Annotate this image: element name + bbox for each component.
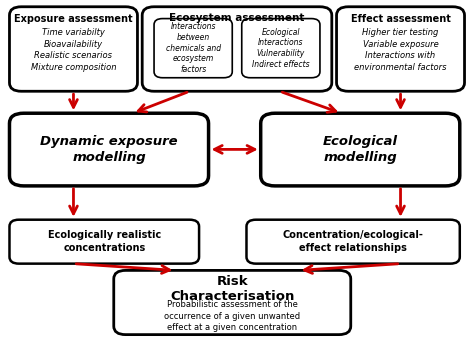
FancyBboxPatch shape bbox=[154, 19, 232, 78]
Text: Concentration/ecological-
effect relationships: Concentration/ecological- effect relatio… bbox=[283, 231, 424, 253]
FancyBboxPatch shape bbox=[261, 113, 460, 186]
Text: Risk
Characterisation: Risk Characterisation bbox=[170, 275, 294, 304]
FancyBboxPatch shape bbox=[242, 19, 320, 78]
FancyBboxPatch shape bbox=[9, 7, 137, 91]
Text: Probabilistic assessment of the
occurrence of a given unwanted
effect at a given: Probabilistic assessment of the occurren… bbox=[164, 300, 301, 332]
Text: Ecologically realistic
concentrations: Ecologically realistic concentrations bbox=[48, 231, 161, 253]
FancyBboxPatch shape bbox=[337, 7, 465, 91]
Text: Dynamic exposure
modelling: Dynamic exposure modelling bbox=[40, 135, 178, 164]
Text: Effect assessment: Effect assessment bbox=[351, 14, 450, 24]
FancyBboxPatch shape bbox=[114, 270, 351, 335]
FancyBboxPatch shape bbox=[246, 220, 460, 264]
Text: Exposure assessment: Exposure assessment bbox=[14, 14, 133, 24]
Text: Higher tier testing
Variable exposure
Interactions with
environmental factors: Higher tier testing Variable exposure In… bbox=[354, 28, 447, 72]
Text: Ecosystem assessment: Ecosystem assessment bbox=[169, 13, 305, 23]
FancyBboxPatch shape bbox=[142, 7, 332, 91]
FancyBboxPatch shape bbox=[9, 113, 209, 186]
Text: Ecological
modelling: Ecological modelling bbox=[323, 135, 398, 164]
Text: Time variabilty
Bioavailability
Realistic scenarios
Mixture composition: Time variabilty Bioavailability Realisti… bbox=[31, 28, 116, 72]
FancyBboxPatch shape bbox=[9, 220, 199, 264]
Text: Interactions
between
chemicals and
ecosystem
factors: Interactions between chemicals and ecosy… bbox=[165, 22, 221, 74]
Text: Ecological
Interactions
Vulnerability
Indirect effects: Ecological Interactions Vulnerability In… bbox=[252, 27, 310, 69]
